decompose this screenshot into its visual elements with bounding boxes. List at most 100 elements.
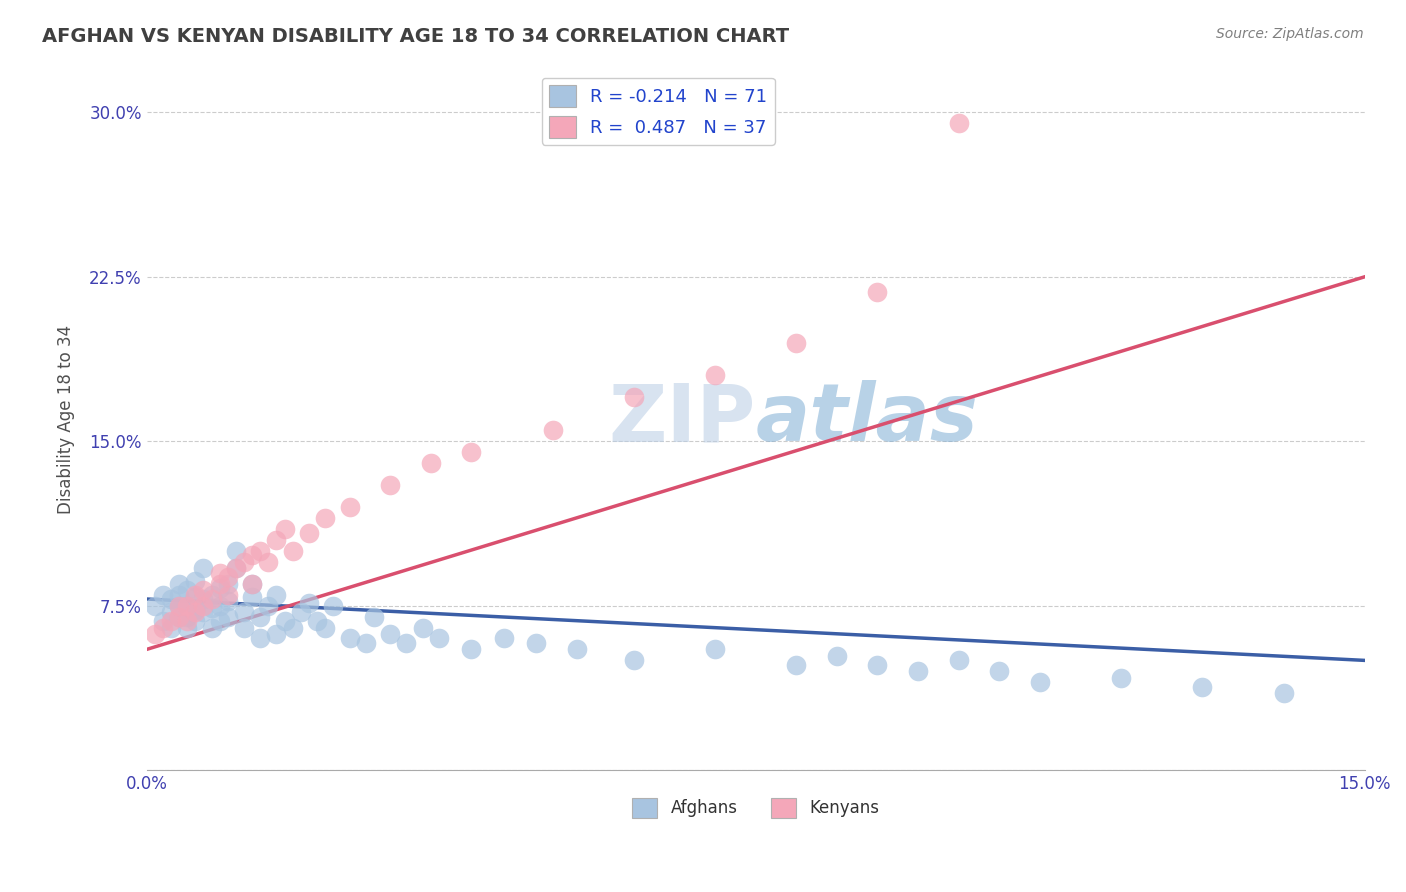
- Point: [217, 609, 239, 624]
- Point: [907, 665, 929, 679]
- Point: [249, 632, 271, 646]
- Point: [208, 581, 231, 595]
- Point: [184, 574, 207, 589]
- Point: [176, 614, 198, 628]
- Point: [176, 620, 198, 634]
- Point: [167, 599, 190, 613]
- Point: [167, 609, 190, 624]
- Point: [240, 590, 263, 604]
- Point: [412, 620, 434, 634]
- Point: [866, 285, 889, 299]
- Point: [249, 609, 271, 624]
- Point: [152, 620, 174, 634]
- Point: [395, 636, 418, 650]
- Point: [200, 592, 222, 607]
- Point: [1272, 686, 1295, 700]
- Point: [184, 588, 207, 602]
- Point: [176, 609, 198, 624]
- Point: [322, 599, 344, 613]
- Point: [225, 561, 247, 575]
- Point: [1029, 675, 1052, 690]
- Point: [314, 511, 336, 525]
- Point: [281, 620, 304, 634]
- Point: [266, 588, 288, 602]
- Point: [314, 620, 336, 634]
- Point: [167, 588, 190, 602]
- Point: [240, 576, 263, 591]
- Point: [460, 445, 482, 459]
- Point: [143, 627, 166, 641]
- Point: [225, 561, 247, 575]
- Point: [380, 478, 402, 492]
- Point: [419, 456, 441, 470]
- Point: [240, 548, 263, 562]
- Point: [200, 620, 222, 634]
- Point: [623, 653, 645, 667]
- Point: [281, 543, 304, 558]
- Point: [785, 335, 807, 350]
- Point: [1191, 680, 1213, 694]
- Point: [492, 632, 515, 646]
- Point: [988, 665, 1011, 679]
- Y-axis label: Disability Age 18 to 34: Disability Age 18 to 34: [58, 325, 75, 514]
- Point: [825, 648, 848, 663]
- Point: [200, 600, 222, 615]
- Point: [565, 642, 588, 657]
- Point: [785, 657, 807, 672]
- Text: ZIP: ZIP: [609, 380, 755, 458]
- Point: [160, 592, 183, 607]
- Point: [623, 390, 645, 404]
- Text: AFGHAN VS KENYAN DISABILITY AGE 18 TO 34 CORRELATION CHART: AFGHAN VS KENYAN DISABILITY AGE 18 TO 34…: [42, 27, 789, 45]
- Point: [217, 576, 239, 591]
- Point: [298, 596, 321, 610]
- Point: [167, 576, 190, 591]
- Point: [257, 599, 280, 613]
- Point: [152, 588, 174, 602]
- Point: [266, 627, 288, 641]
- Point: [193, 605, 215, 619]
- Text: Source: ZipAtlas.com: Source: ZipAtlas.com: [1216, 27, 1364, 41]
- Point: [240, 576, 263, 591]
- Point: [208, 599, 231, 613]
- Point: [233, 555, 256, 569]
- Point: [524, 636, 547, 650]
- Point: [541, 423, 564, 437]
- Point: [193, 599, 215, 613]
- Point: [257, 555, 280, 569]
- Point: [143, 599, 166, 613]
- Point: [184, 603, 207, 617]
- Point: [1109, 671, 1132, 685]
- Point: [176, 599, 198, 613]
- Point: [339, 632, 361, 646]
- Point: [948, 116, 970, 130]
- Point: [193, 561, 215, 575]
- Point: [298, 526, 321, 541]
- Point: [273, 522, 295, 536]
- Point: [290, 605, 312, 619]
- Point: [233, 605, 256, 619]
- Point: [233, 620, 256, 634]
- Point: [460, 642, 482, 657]
- Point: [217, 594, 239, 608]
- Point: [160, 620, 183, 634]
- Point: [217, 570, 239, 584]
- Point: [184, 614, 207, 628]
- Point: [208, 566, 231, 580]
- Point: [225, 543, 247, 558]
- Point: [176, 599, 198, 613]
- Point: [176, 583, 198, 598]
- Point: [193, 583, 215, 598]
- Point: [704, 368, 727, 383]
- Point: [208, 614, 231, 628]
- Point: [354, 636, 377, 650]
- Point: [339, 500, 361, 514]
- Point: [363, 609, 385, 624]
- Point: [266, 533, 288, 547]
- Text: atlas: atlas: [755, 380, 979, 458]
- Point: [167, 599, 190, 613]
- Point: [427, 632, 450, 646]
- Point: [167, 609, 190, 624]
- Point: [184, 605, 207, 619]
- Point: [866, 657, 889, 672]
- Point: [152, 614, 174, 628]
